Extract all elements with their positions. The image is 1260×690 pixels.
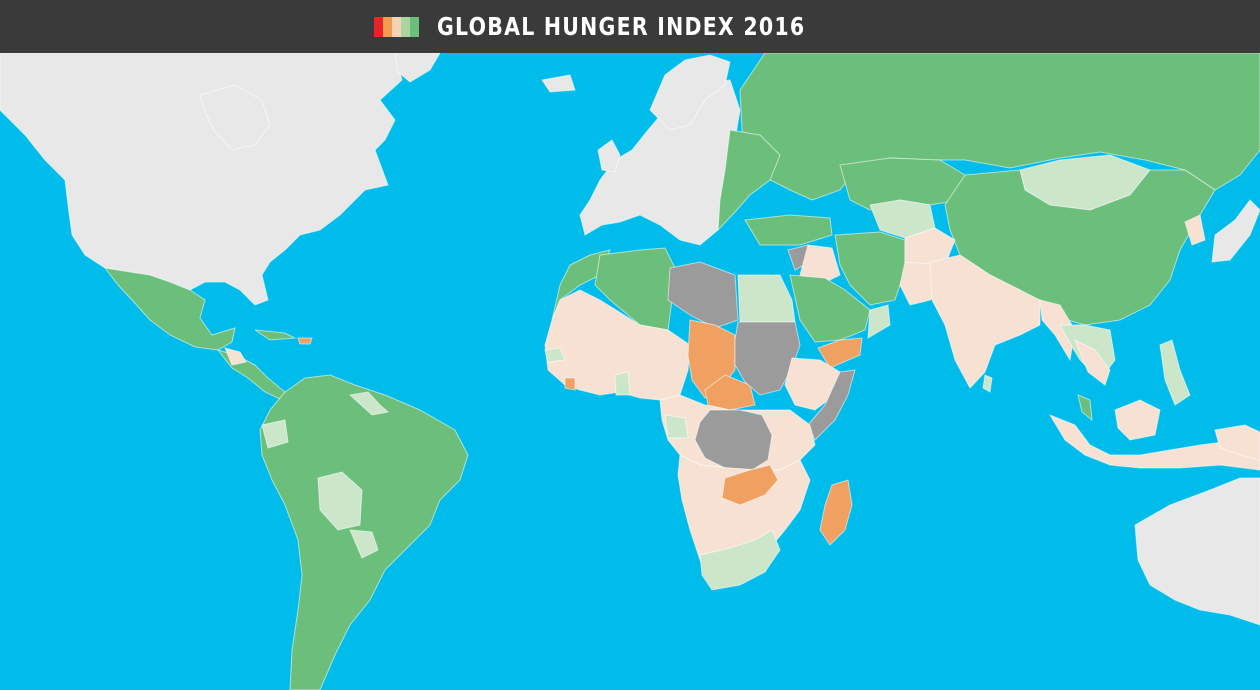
region-gabon[interactable] bbox=[664, 414, 689, 439]
region-kazakhstan[interactable] bbox=[839, 157, 966, 211]
region-somalia[interactable] bbox=[807, 369, 856, 441]
region-iraq[interactable] bbox=[799, 244, 841, 286]
region-ghana[interactable] bbox=[614, 371, 631, 396]
region-guatemala[interactable] bbox=[224, 347, 247, 366]
page-title: GLOBAL HUNGER INDEX 2016 bbox=[436, 12, 806, 41]
region-paraguay[interactable] bbox=[349, 529, 379, 559]
region-eastern-europe[interactable] bbox=[717, 129, 781, 232]
legend-swatch-alarming bbox=[382, 16, 392, 37]
region-borneo[interactable] bbox=[1114, 399, 1161, 441]
region-ecuador[interactable] bbox=[261, 419, 289, 449]
region-australia[interactable] bbox=[1134, 477, 1260, 626]
region-libya[interactable] bbox=[667, 261, 739, 329]
region-guyana[interactable] bbox=[348, 391, 390, 416]
region-greenland[interactable] bbox=[394, 53, 441, 83]
region-scandinavia[interactable] bbox=[649, 54, 731, 131]
region-russia[interactable] bbox=[739, 53, 1260, 201]
region-korea-north[interactable] bbox=[1184, 214, 1206, 246]
region-haiti[interactable] bbox=[297, 337, 313, 345]
region-zambia[interactable] bbox=[721, 464, 779, 506]
region-oman[interactable] bbox=[867, 304, 891, 339]
region-south-africa[interactable] bbox=[699, 529, 781, 591]
region-iran[interactable] bbox=[834, 231, 906, 306]
legend-swatch-serious bbox=[391, 16, 401, 37]
world-map-svg[interactable] bbox=[0, 53, 1260, 690]
region-sri-lanka[interactable] bbox=[982, 374, 993, 393]
region-india[interactable] bbox=[929, 254, 1041, 389]
region-thailand[interactable] bbox=[1074, 338, 1111, 386]
region-philippines[interactable] bbox=[1159, 339, 1191, 406]
region-egypt[interactable] bbox=[737, 274, 796, 323]
region-north-america[interactable] bbox=[0, 53, 403, 306]
region-algeria[interactable] bbox=[594, 247, 676, 331]
region-malaysia[interactable] bbox=[1077, 394, 1093, 422]
region-hudson-islands[interactable] bbox=[199, 84, 271, 151]
region-cuba[interactable] bbox=[254, 329, 297, 341]
region-indonesia[interactable] bbox=[1048, 413, 1260, 471]
region-turkey[interactable] bbox=[744, 214, 833, 246]
region-saudi-arabia[interactable] bbox=[789, 274, 871, 343]
map-header: GLOBAL HUNGER INDEX 2016 bbox=[0, 0, 1260, 53]
world-map[interactable] bbox=[0, 53, 1260, 690]
region-car[interactable] bbox=[704, 374, 756, 411]
legend-swatch-extremely-alarming bbox=[373, 16, 383, 37]
region-iceland[interactable] bbox=[541, 74, 576, 93]
region-uk[interactable] bbox=[597, 139, 621, 173]
region-sierra-leone[interactable] bbox=[564, 377, 576, 391]
legend-swatch-low bbox=[409, 16, 419, 37]
region-mexico[interactable] bbox=[103, 267, 236, 351]
region-ethiopia[interactable] bbox=[784, 357, 841, 411]
region-morocco[interactable] bbox=[551, 249, 611, 321]
region-madagascar[interactable] bbox=[819, 479, 853, 546]
legend-swatch-moderate bbox=[400, 16, 410, 37]
region-sudan[interactable] bbox=[734, 321, 801, 396]
region-myanmar[interactable] bbox=[1039, 299, 1076, 362]
region-japan[interactable] bbox=[1211, 199, 1260, 263]
severity-legend-icon bbox=[373, 16, 419, 37]
region-senegal[interactable] bbox=[544, 347, 566, 363]
region-bolivia[interactable] bbox=[317, 471, 363, 531]
region-new-guinea[interactable] bbox=[1214, 424, 1260, 461]
